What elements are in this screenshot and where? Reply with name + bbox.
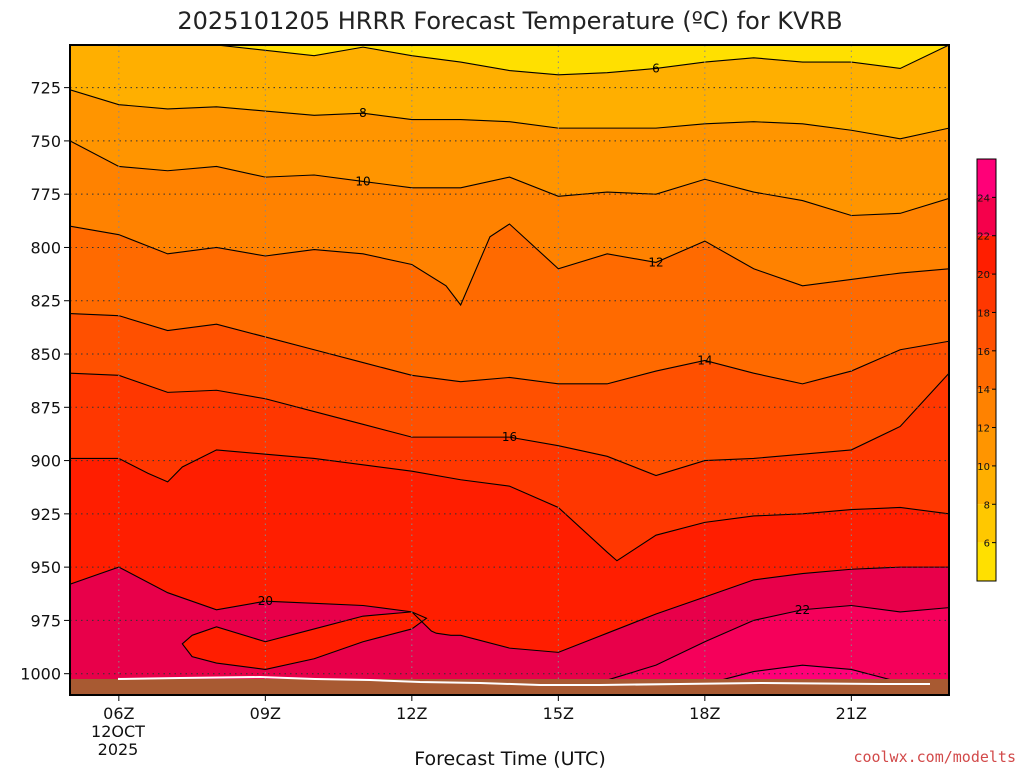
grid-lines (70, 45, 949, 695)
colorbar-label-24: 24 (977, 193, 990, 204)
x-tick-label-18Z: 18Z (689, 704, 720, 723)
colorbar-swatch-18 (977, 274, 996, 313)
colorbar-swatch-24 (977, 159, 996, 198)
contour-label-8: 8 (359, 106, 367, 120)
contour-label-22: 22 (795, 603, 810, 617)
x-tick-label-15Z: 15Z (543, 704, 574, 723)
y-tick-label-800: 800 (30, 238, 61, 257)
x-tick-label-21Z: 21Z (836, 704, 867, 723)
y-tick-label-725: 725 (30, 79, 61, 98)
y-tick-label-1000: 1000 (20, 665, 61, 684)
ground-surface-edge (117, 675, 930, 686)
colorbar-label-12: 12 (977, 424, 990, 435)
colorbar-label-16: 16 (977, 347, 990, 358)
x-tick-label-09Z: 09Z (250, 704, 281, 723)
y-axis: 725 750 775 800 825 850 875 900 925 950 975 1000 (20, 79, 70, 684)
colorbar-label-14: 14 (977, 385, 990, 396)
contour-line-16 (70, 372, 949, 477)
ground-surface (70, 679, 949, 695)
x-axis-label: Forecast Time (UTC) (414, 748, 605, 768)
contour-label-10: 10 (355, 174, 370, 188)
contour-line-10 (70, 140, 949, 217)
colorbar-label-18: 18 (977, 308, 990, 319)
contour-label-14: 14 (697, 353, 712, 367)
colorbar-label-22: 22 (977, 232, 990, 243)
band-pocket-18-20 (182, 611, 427, 670)
x-axis: 06Z 09Z 12Z 15Z 18Z 21Z (103, 695, 867, 723)
x-tick-label-06Z: 06Z (103, 704, 134, 723)
date-label-year: 2025 (98, 740, 139, 759)
colorbar-swatch-16 (977, 312, 996, 351)
date-label-day: 12OCT (91, 722, 145, 741)
band-above-8 (70, 45, 949, 139)
y-tick-label-775: 775 (30, 185, 61, 204)
y-tick-label-950: 950 (30, 558, 61, 577)
contour-line-14 (70, 312, 949, 385)
contour-fills (70, 45, 949, 695)
credit-text: coolwx.com/modelts (853, 748, 1016, 766)
contour-line-6 (70, 45, 949, 76)
colorbar-label-8: 8 (984, 500, 990, 511)
y-tick-label-825: 825 (30, 292, 61, 311)
y-tick-label-925: 925 (30, 505, 61, 524)
contour-line-20 (70, 566, 949, 653)
colorbar-label-6: 6 (984, 539, 990, 550)
contour-lines (70, 45, 949, 690)
y-tick-label-850: 850 (30, 345, 61, 364)
contour-label-12: 12 (648, 255, 663, 269)
colorbar-swatch-14 (977, 350, 996, 390)
contour-line-22 (607, 604, 949, 681)
plot-frame (69, 44, 950, 696)
contour-label-20: 20 (258, 594, 273, 608)
y-tick-label-875: 875 (30, 398, 61, 417)
colorbar-swatch-6 (977, 504, 996, 543)
contour-line-8 (70, 89, 949, 140)
colorbar-swatch-12 (977, 389, 996, 428)
colorbar-swatch-22 (977, 197, 996, 236)
colorbar: 6 8 10 12 14 16 18 20 22 24 (976, 158, 997, 582)
x-tick-label-12Z: 12Z (396, 704, 427, 723)
colorbar-swatch-8 (977, 465, 996, 505)
y-tick-label-750: 750 (30, 132, 61, 151)
colorbar-label-10: 10 (977, 462, 990, 473)
y-tick-label-900: 900 (30, 452, 61, 471)
colorbar-frame (976, 158, 997, 582)
contour-line-18 (70, 449, 949, 562)
y-tick-label-975: 975 (30, 611, 61, 630)
colorbar-swatch-4 (977, 542, 996, 581)
chart-title: 2025101205 HRRR Forecast Temperature (ºC… (177, 7, 842, 35)
contour-labels: 6 8 10 12 14 16 20 22 (258, 61, 810, 617)
contour-label-6: 6 (652, 61, 660, 75)
colorbar-label-20: 20 (977, 270, 990, 281)
colorbar-swatch-20 (977, 235, 996, 275)
contour-label-16: 16 (502, 430, 517, 444)
colorbar-swatch-10 (977, 427, 996, 466)
contour-line-12 (70, 223, 949, 307)
